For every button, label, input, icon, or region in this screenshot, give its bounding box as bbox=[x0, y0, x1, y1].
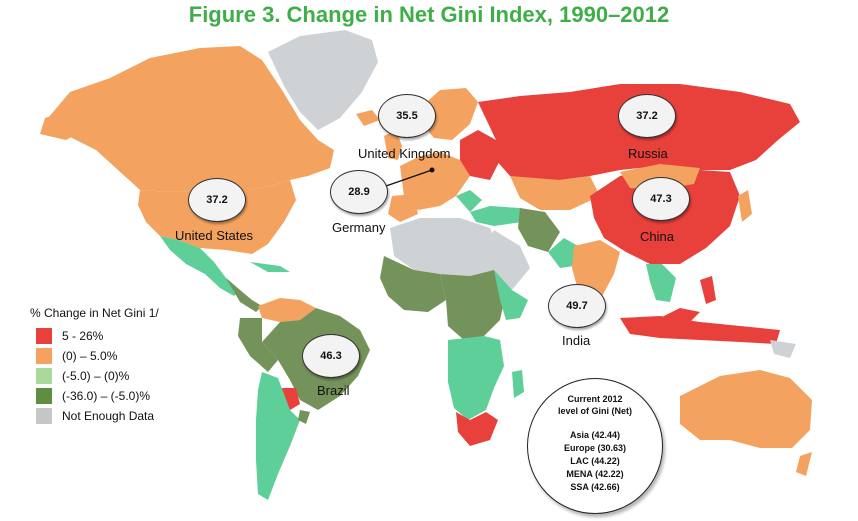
germany-pointer-line bbox=[385, 169, 433, 187]
callout-india: 49.7 bbox=[548, 284, 606, 328]
summary-region-mena: MENA (42.22) bbox=[566, 469, 624, 479]
legend-item: 5 - 26% bbox=[30, 326, 159, 346]
alaska bbox=[40, 110, 88, 140]
turkey bbox=[470, 206, 522, 226]
malaysia bbox=[660, 308, 700, 322]
scandinavia bbox=[420, 88, 478, 140]
balkans bbox=[456, 190, 482, 212]
canada bbox=[48, 46, 334, 192]
callout-united-kingdom: 35.5 bbox=[378, 94, 436, 138]
north-africa bbox=[390, 218, 500, 276]
summary-region-lac: LAC (44.22) bbox=[570, 456, 620, 466]
legend-label: (0) – 5.0% bbox=[62, 349, 118, 363]
label-russia: Russia bbox=[628, 146, 668, 161]
label-brazil: Brazil bbox=[317, 383, 350, 398]
summary-region-europe: Europe (30.63) bbox=[563, 443, 627, 453]
mexico bbox=[160, 236, 240, 296]
legend-swatch-dark-green bbox=[36, 388, 52, 404]
legend-item: (-5.0) – (0)% bbox=[30, 366, 159, 386]
greenland bbox=[268, 30, 378, 130]
label-united-states: United States bbox=[175, 228, 254, 243]
papua-new-guinea bbox=[770, 340, 796, 358]
callout-united-states: 37.2 bbox=[188, 178, 246, 222]
legend-swatch-red bbox=[36, 328, 52, 344]
legend-label: (-36.0) – (-5.0)% bbox=[62, 389, 151, 403]
legend-swatch-gray bbox=[36, 408, 52, 424]
legend-label: (-5.0) – (0)% bbox=[62, 369, 130, 383]
south-africa bbox=[456, 412, 498, 446]
label-united-kingdom: United Kingdom bbox=[358, 146, 451, 161]
new-zealand bbox=[796, 452, 812, 476]
southern-africa bbox=[448, 336, 504, 420]
uk-ireland bbox=[384, 130, 402, 160]
uruguay bbox=[298, 410, 310, 424]
summary-region-asia: Asia (42.44) bbox=[569, 430, 621, 440]
western-europe bbox=[400, 152, 470, 210]
iberia bbox=[388, 194, 418, 222]
summary-region-ssa: SSA (42.66) bbox=[570, 482, 620, 492]
germany-pointer-dot bbox=[429, 167, 435, 173]
kazakhstan bbox=[510, 176, 600, 210]
callout-brazil: 46.3 bbox=[302, 334, 360, 378]
central-america bbox=[226, 278, 262, 312]
figure-title: Figure 3. Change in Net Gini Index, 1990… bbox=[188, 2, 670, 27]
iran bbox=[518, 208, 560, 252]
eastern-europe bbox=[460, 130, 500, 180]
summary-heading-line1: Current 2012 bbox=[567, 394, 623, 404]
callout-germany: 28.9 bbox=[330, 170, 388, 214]
legend-item: (0) – 5.0% bbox=[30, 346, 159, 366]
legend: % Change in Net Gini 1/ 5 - 26% (0) – 5.… bbox=[30, 306, 159, 426]
legend-title: % Change in Net Gini 1/ bbox=[30, 306, 159, 320]
southeast-asia bbox=[646, 264, 676, 302]
iceland bbox=[356, 110, 380, 126]
east-africa bbox=[494, 270, 528, 320]
legend-label: 5 - 26% bbox=[62, 329, 104, 343]
callout-russia: 37.2 bbox=[618, 94, 676, 138]
korea-japan bbox=[738, 190, 752, 222]
australia bbox=[680, 370, 812, 448]
legend-swatch-light-green bbox=[36, 368, 52, 384]
label-germany: Germany bbox=[332, 220, 386, 235]
central-africa bbox=[440, 270, 506, 340]
west-africa bbox=[380, 256, 446, 312]
label-china: China bbox=[640, 229, 674, 244]
summary-heading-line2: level of Gini (Net) bbox=[557, 406, 632, 416]
peru-bolivia bbox=[238, 318, 278, 372]
callout-china: 47.3 bbox=[632, 177, 690, 221]
legend-label: Not Enough Data bbox=[62, 409, 155, 423]
pakistan bbox=[548, 238, 578, 268]
madagascar bbox=[512, 370, 524, 398]
legend-swatch-orange bbox=[36, 348, 52, 364]
argentina-chile bbox=[256, 372, 300, 500]
legend-item: Not Enough Data bbox=[30, 406, 159, 426]
philippines bbox=[700, 276, 716, 304]
indonesia bbox=[620, 316, 780, 344]
label-india: India bbox=[562, 333, 591, 348]
caribbean bbox=[250, 262, 290, 272]
legend-item: (-36.0) – (-5.0)% bbox=[30, 386, 159, 406]
colombia-venezuela bbox=[258, 298, 316, 322]
regional-summary-circle: Current 2012 level of Gini (Net) Asia (4… bbox=[527, 378, 663, 514]
